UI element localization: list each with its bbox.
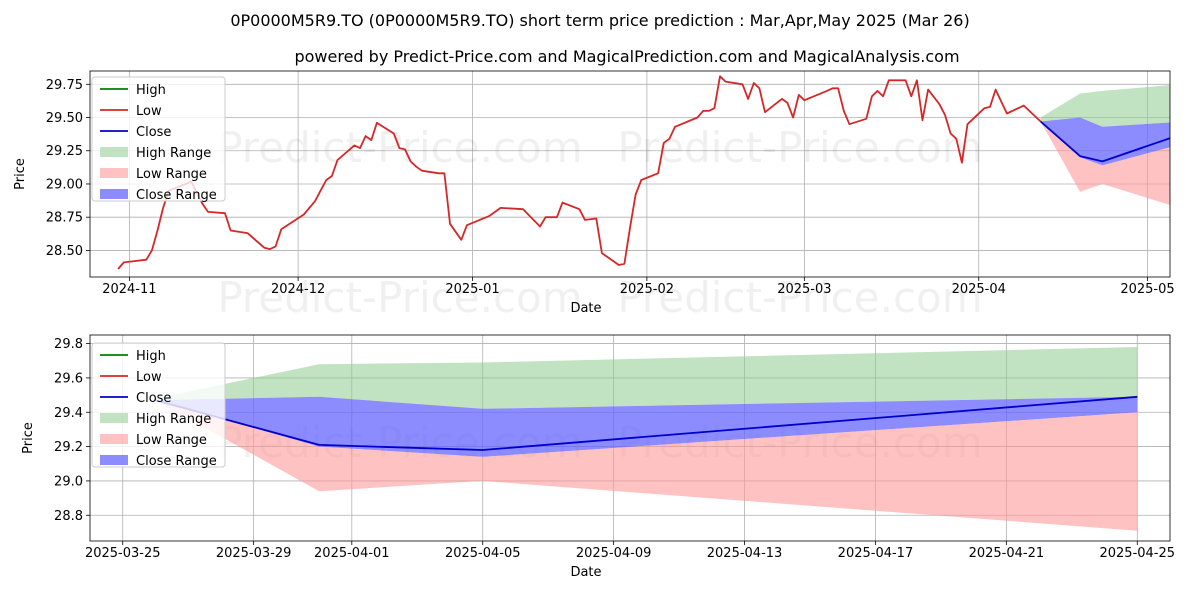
low-series-line bbox=[944, 88, 1042, 164]
x-axis-label: Date bbox=[570, 565, 601, 580]
legend-swatch bbox=[100, 455, 128, 465]
close-series-line bbox=[1040, 120, 1170, 163]
close-range-band bbox=[155, 396, 1138, 457]
legend: High Low Close High Range Low Range Close Ran… bbox=[91, 342, 226, 469]
y-tick-label: 29.75 bbox=[46, 78, 83, 93]
y-tick-label: 29.00 bbox=[46, 177, 83, 192]
legend-swatch bbox=[100, 189, 128, 199]
high-range-band bbox=[1040, 85, 1170, 127]
legend-swatch bbox=[100, 413, 128, 423]
y-tick-label: 28.75 bbox=[46, 211, 83, 226]
plot-background bbox=[90, 71, 1170, 277]
legend-label: High Range bbox=[136, 412, 211, 427]
high-range-band bbox=[155, 347, 1138, 409]
low-range-band bbox=[155, 400, 1138, 531]
chart-title: 0P0000M5R9.TO (0P0000M5R9.TO) short term… bbox=[230, 11, 969, 30]
legend: High Low Close High Range Low Range Close Ran… bbox=[91, 76, 226, 203]
legend-swatch bbox=[100, 168, 128, 178]
y-tick-label: 29.4 bbox=[54, 406, 83, 421]
x-tick-label: 2025-04-25 bbox=[1099, 546, 1175, 561]
legend-label: Close Range bbox=[136, 188, 217, 203]
plot-area bbox=[155, 347, 1138, 531]
legend-label: High bbox=[136, 83, 166, 98]
x-tick-label: 2025-01 bbox=[445, 282, 499, 297]
close-range-band bbox=[1040, 117, 1170, 166]
legend-label: High Range bbox=[136, 146, 211, 161]
legend-swatch bbox=[100, 434, 128, 444]
x-tick-label: 2025-04-09 bbox=[576, 546, 652, 561]
watermark-text: Predict-Price.com bbox=[617, 273, 982, 322]
x-tick-label: 2025-04-17 bbox=[838, 546, 914, 561]
chart-subtitle: powered by Predict-Price.com and Magical… bbox=[294, 47, 959, 66]
watermark-text: Predict-Price.com bbox=[617, 123, 982, 172]
x-tick-label: 2025-03-29 bbox=[216, 546, 292, 561]
legend-label: Low Range bbox=[136, 167, 207, 182]
x-axis-label: Date bbox=[570, 301, 601, 316]
y-axis-label: Price bbox=[13, 158, 28, 190]
top-chart-panel: 2024-11 2024-12 2025-01 2025-02 2025-03 2025-… bbox=[13, 70, 1175, 322]
legend-label: High bbox=[136, 349, 166, 364]
x-tick-label: 2025-05 bbox=[1120, 282, 1174, 297]
x-tick-label: 2025-04-13 bbox=[707, 546, 783, 561]
y-tick-label: 29.8 bbox=[54, 337, 83, 352]
x-tick-label: 2025-04-01 bbox=[314, 546, 390, 561]
close-series-line bbox=[155, 395, 1138, 451]
legend-label: Close Range bbox=[136, 454, 217, 469]
legend-label: Close bbox=[136, 125, 171, 140]
low-range-band bbox=[1040, 121, 1170, 205]
x-tick-label: 2025-02 bbox=[620, 282, 674, 297]
bottom-chart-panel: 2025-03-25 2025-03-29 2025-04-01 2025-04-05… bbox=[21, 334, 1175, 580]
y-tick-label: 29.6 bbox=[54, 371, 83, 386]
y-axis-label: Price bbox=[21, 422, 36, 454]
y-tick-label: 28.8 bbox=[54, 509, 83, 524]
legend-label: Low bbox=[136, 104, 162, 119]
x-tick-label: 2025-04 bbox=[952, 282, 1006, 297]
low-series-line bbox=[117, 75, 946, 270]
legend-label: Low bbox=[136, 370, 162, 385]
x-tick-label: 2024-11 bbox=[102, 282, 156, 297]
legend-label: Close bbox=[136, 391, 171, 406]
x-tick-label: 2025-03-25 bbox=[85, 546, 161, 561]
y-tick-label: 29.0 bbox=[54, 474, 83, 489]
y-tick-label: 29.25 bbox=[46, 144, 83, 159]
x-tick-label: 2024-12 bbox=[271, 282, 325, 297]
x-tick-label: 2025-03 bbox=[777, 282, 831, 297]
x-tick-label: 2025-04-21 bbox=[969, 546, 1045, 561]
legend-swatch bbox=[100, 147, 128, 157]
y-tick-label: 28.50 bbox=[46, 244, 83, 259]
y-tick-label: 29.50 bbox=[46, 111, 83, 126]
plot-area bbox=[117, 75, 1170, 270]
axes-frame bbox=[89, 70, 1171, 278]
watermark-text: Predict-Price.com bbox=[217, 273, 582, 322]
y-tick-label: 29.2 bbox=[54, 440, 83, 455]
x-tick-label: 2025-04-05 bbox=[445, 546, 521, 561]
axes-frame bbox=[89, 334, 1171, 542]
legend-label: Low Range bbox=[136, 433, 207, 448]
